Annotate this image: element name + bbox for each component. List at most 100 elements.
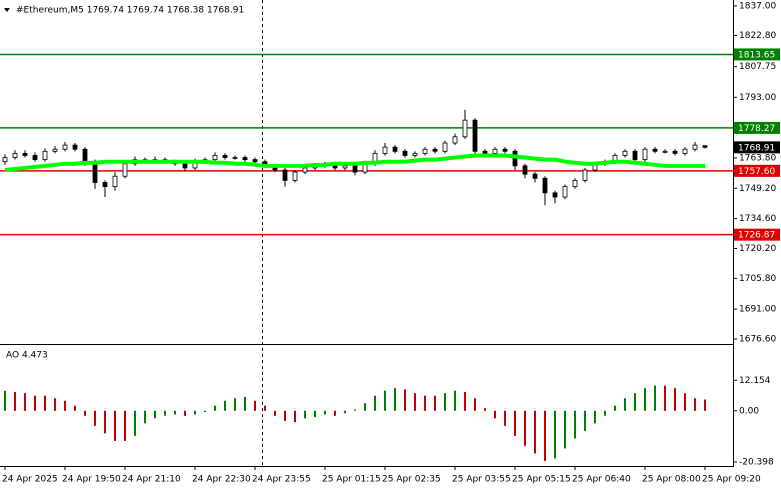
x-tick-label: 24 Apr 19:50 (62, 475, 121, 485)
candle-body (562, 186, 568, 198)
x-tick-label: 25 Apr 09:20 (702, 475, 761, 485)
candle-body (622, 150, 628, 156)
ao-bar (124, 410, 126, 441)
candle-body (42, 150, 48, 161)
candle-body (302, 167, 308, 173)
ao-bar (454, 390, 456, 411)
y-tick-label: -20.398 (739, 457, 774, 467)
x-tick-label: 24 Apr 21:10 (122, 475, 181, 485)
candle-body (82, 148, 88, 163)
x-tick-label: 24 Apr 22:30 (192, 475, 251, 485)
candle-body (12, 152, 18, 158)
candle-body (482, 150, 488, 154)
candle-body (532, 173, 538, 179)
candle-body (672, 150, 678, 154)
ao-bar (284, 410, 286, 421)
candle-body (352, 165, 358, 173)
ao-bar (164, 410, 166, 416)
ao-bar (604, 410, 606, 416)
candle-body (402, 150, 408, 156)
candle-body (122, 163, 128, 177)
ao-bar (24, 393, 26, 411)
ao-bar (244, 396, 246, 411)
ao-bar (664, 385, 666, 411)
candle-body (22, 152, 28, 156)
ao-bar (594, 410, 596, 424)
candle-body (102, 182, 108, 188)
chart-title: #Ethereum,M5 1769.74 1769.74 1768.38 176… (16, 6, 244, 16)
candle-body (552, 192, 558, 198)
ao-bar (524, 410, 526, 446)
ao-bar (344, 410, 346, 414)
candle-body (392, 146, 398, 152)
level-label: 1726.87 (738, 231, 775, 241)
candle-body (382, 146, 388, 154)
y-tick-label: 1807.75 (739, 62, 776, 72)
ao-bar (104, 410, 106, 434)
candle-body (582, 169, 588, 181)
candle-body (412, 152, 418, 156)
candle-body (572, 179, 578, 188)
candle-body (682, 148, 688, 154)
level-label-box (734, 228, 780, 241)
candle-body (292, 171, 298, 181)
y-tick-label: 1720.20 (739, 244, 776, 254)
ao-bar (474, 398, 476, 411)
y-tick-label: 1676.60 (739, 335, 776, 345)
ao-bar (334, 410, 336, 416)
candle-body (92, 161, 98, 183)
ao-bar (44, 395, 46, 411)
candle-body (232, 157, 238, 159)
x-tick-label: 24 Apr 23:55 (252, 475, 311, 485)
candle-body (72, 144, 78, 150)
current-price-label: 1768.91 (738, 143, 775, 153)
ao-bar (704, 399, 706, 411)
ao-bar (314, 410, 316, 418)
y-tick-label: 1734.60 (739, 214, 776, 224)
ao-bar (134, 410, 136, 436)
ao-bar (304, 410, 306, 419)
x-tick-label: 25 Apr 08:00 (642, 475, 701, 485)
y-tick-label: 1705.80 (739, 274, 776, 284)
level-label: 1778.27 (738, 124, 775, 134)
level-label: 1813.65 (738, 50, 775, 60)
y-tick-label: 1763.80 (739, 153, 776, 163)
ao-bar (464, 391, 466, 411)
ao-bar (84, 410, 86, 416)
candle-body (62, 144, 68, 150)
y-tick-label: 1822.80 (739, 31, 776, 41)
ao-bar (54, 398, 56, 411)
candle-body (362, 163, 368, 173)
candle-body (652, 148, 658, 152)
level-label-box (734, 164, 780, 177)
ao-bar (144, 410, 146, 424)
candle-body (282, 169, 288, 181)
ao-bar (634, 393, 636, 411)
ao-bar (444, 393, 446, 411)
y-tick-label: 1793.00 (739, 93, 776, 103)
ao-bar (534, 410, 536, 454)
candle-body (242, 157, 248, 161)
candle-body (472, 119, 478, 152)
ao-bar (174, 410, 176, 415)
ao-bar (254, 400, 256, 411)
ao-bar (234, 398, 236, 411)
x-tick-label: 25 Apr 03:55 (452, 475, 511, 485)
current-price-box (734, 141, 780, 154)
candle-body (492, 148, 498, 154)
ao-bar (324, 410, 326, 415)
candle-body (182, 163, 188, 169)
ao-bar (214, 405, 216, 411)
ao-bar (154, 410, 156, 419)
candle-body (222, 155, 228, 158)
y-tick-label: 1837.00 (739, 1, 776, 11)
y-tick-label: 1691.00 (739, 305, 776, 315)
candle-body (422, 148, 428, 154)
candle-body (112, 175, 118, 188)
y-tick-label: 12.154 (739, 376, 771, 386)
ao-bar (394, 388, 396, 411)
ao-bar (434, 395, 436, 411)
ao-bar (674, 388, 676, 411)
candle-body (522, 165, 528, 175)
